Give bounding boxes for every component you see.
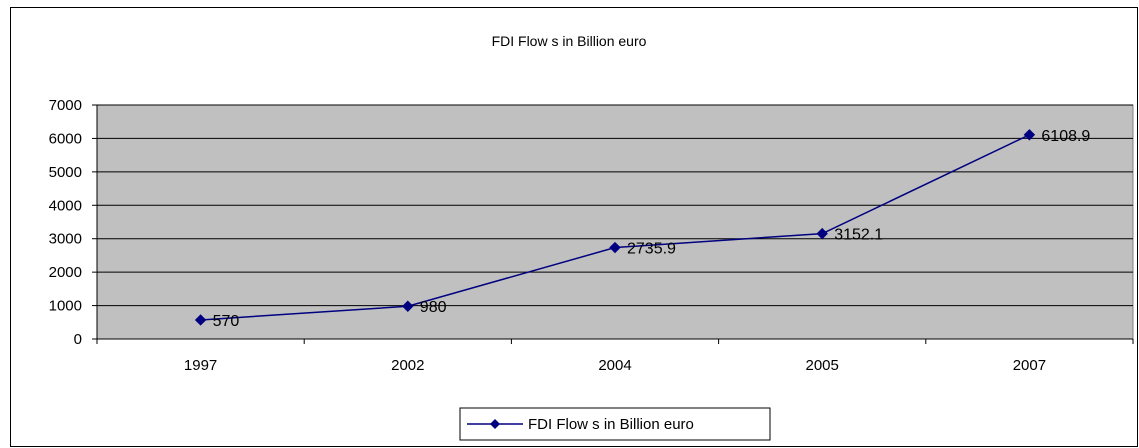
data-label: 2735.9 xyxy=(627,241,676,258)
legend: FDI Flow s in Billion euro xyxy=(459,407,771,441)
data-point-marker xyxy=(816,227,828,240)
grid-lines xyxy=(97,104,1133,307)
chart-title: FDI Flow s in Billion euro xyxy=(492,33,647,49)
x-tick-label: 1997 xyxy=(184,357,217,374)
data-point-marker xyxy=(1023,129,1036,141)
data-point-marker xyxy=(402,300,414,312)
y-tick-label: 3000 xyxy=(49,231,82,248)
data-label: 570 xyxy=(213,313,240,330)
series-layer xyxy=(194,129,1036,326)
y-tick-label: 0 xyxy=(74,331,82,348)
data-point-marker xyxy=(194,314,207,326)
x-tick-label: 2004 xyxy=(598,357,631,374)
data-labels: 570 980 2735.9 3152.1 6108.9 xyxy=(213,128,1091,330)
legend-swatch-marker xyxy=(490,419,500,429)
y-tick-label: 1000 xyxy=(49,298,82,315)
data-label: 6108.9 xyxy=(1041,128,1090,145)
y-tick-label: 4000 xyxy=(49,197,82,214)
x-tick-label: 2005 xyxy=(806,357,839,374)
data-point-marker xyxy=(609,241,621,254)
data-label: 980 xyxy=(420,299,447,316)
y-tick-labels: 0 1000 2000 3000 4000 5000 6000 7000 xyxy=(49,97,82,348)
plot-area xyxy=(96,104,1134,340)
y-tick-label: 6000 xyxy=(49,130,82,147)
axes xyxy=(92,104,1134,344)
x-tick-labels: 1997 2002 2004 2005 2007 xyxy=(184,357,1046,374)
legend-label: FDI Flow s in Billion euro xyxy=(528,416,694,433)
y-tick-label: 5000 xyxy=(49,164,82,181)
x-tick-label: 2007 xyxy=(1013,357,1046,374)
y-tick-label: 2000 xyxy=(49,264,82,281)
data-label: 3152.1 xyxy=(834,227,883,244)
x-tick-label: 2002 xyxy=(391,357,424,374)
y-tick-label: 7000 xyxy=(49,97,82,114)
